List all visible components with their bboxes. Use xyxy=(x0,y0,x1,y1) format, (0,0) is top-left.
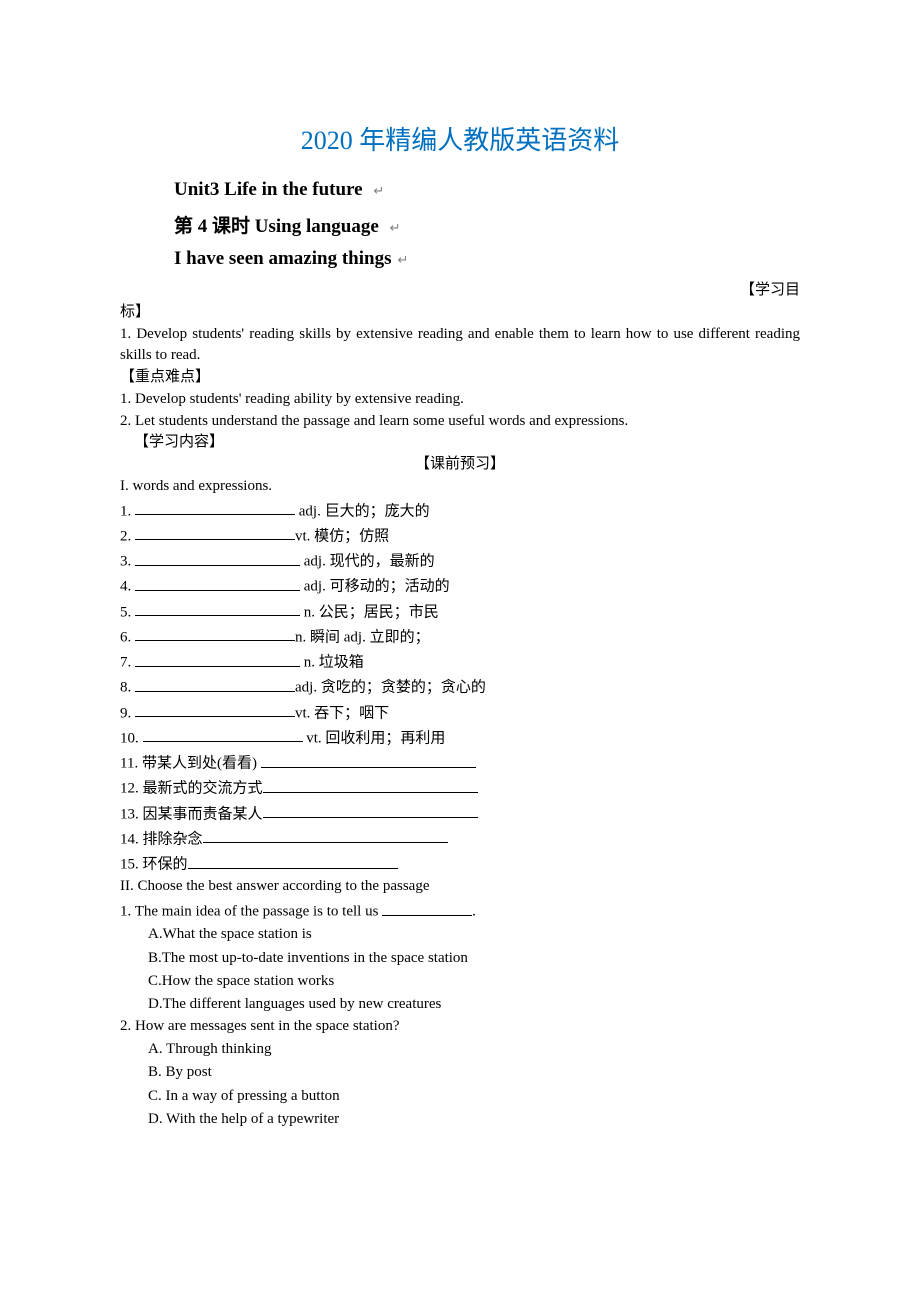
phrase-num: 14. xyxy=(120,831,139,847)
lesson-heading-text: 第 4 课时 Using language xyxy=(174,216,379,237)
objective-label-line: 【学习目 xyxy=(120,280,800,302)
vocab-row: 8. adj. 贪吃的；贪婪的；贪心的 xyxy=(120,674,800,699)
q1-stem: 1. The main idea of the passage is to te… xyxy=(120,898,800,923)
fill-blank[interactable] xyxy=(135,523,295,541)
q1-stem-tail: . xyxy=(472,904,476,920)
vocab-num: 7. xyxy=(120,655,131,671)
vocab-row: 3. adj. 现代的，最新的 xyxy=(120,548,800,573)
objective-label-part2: 标】 xyxy=(120,302,800,324)
fill-blank[interactable] xyxy=(382,898,472,916)
vocab-num: 4. xyxy=(120,579,131,595)
vocab-num: 6. xyxy=(120,629,131,645)
q1-stem-text: 1. The main idea of the passage is to te… xyxy=(120,904,382,920)
q1-choice-b[interactable]: B.The most up-to-date inventions in the … xyxy=(148,947,800,970)
return-mark-icon: ↵ xyxy=(390,220,401,235)
vocab-def: n. 公民；居民；市民 xyxy=(300,604,439,620)
preview-label: 【课前预习】 xyxy=(120,454,800,476)
fill-blank[interactable] xyxy=(135,573,300,591)
vocab-def: adj. 现代的，最新的 xyxy=(300,554,435,570)
vocab-def: adj. 可移动的；活动的 xyxy=(300,579,450,595)
fill-blank[interactable] xyxy=(203,826,448,844)
fill-blank[interactable] xyxy=(135,548,300,566)
phrase-row: 12. 最新式的交流方式 xyxy=(120,775,800,800)
difficulty-1: 1. Develop students' reading ability by … xyxy=(120,389,800,411)
vocab-row: 9. vt. 吞下；咽下 xyxy=(120,700,800,725)
topic-heading: I have seen amazing things ↵ xyxy=(174,248,800,270)
phrase-text: 环保的 xyxy=(139,857,188,873)
vocab-row: 10. vt. 回收利用；再利用 xyxy=(120,725,800,750)
phrase-row: 14. 排除杂念 xyxy=(120,826,800,851)
unit-heading-text: Unit3 Life in the future xyxy=(174,179,363,200)
vocab-row: 7. n. 垃圾箱 xyxy=(120,649,800,674)
vocab-def: vt. 回收利用；再利用 xyxy=(303,730,446,746)
q2-choice-b[interactable]: B. By post xyxy=(148,1061,800,1084)
phrase-text: 因某事而责备某人 xyxy=(139,806,263,822)
topic-heading-text: I have seen amazing things xyxy=(174,248,391,269)
section2-heading: II. Choose the best answer according to … xyxy=(120,876,800,898)
fill-blank[interactable] xyxy=(135,649,300,667)
objective-label-part1: 【学习目 xyxy=(740,280,800,302)
q2-stem: 2. How are messages sent in the space st… xyxy=(120,1016,800,1038)
difficulty-2: 2. Let students understand the passage a… xyxy=(120,411,800,433)
phrase-text: 带某人到处(看看) xyxy=(138,756,261,772)
vocab-def: vt. 模仿；仿照 xyxy=(295,528,389,544)
fill-blank[interactable] xyxy=(261,750,476,768)
vocab-num: 2. xyxy=(120,528,131,544)
fill-blank[interactable] xyxy=(135,624,295,642)
page-title: 2020 年精编人教版英语资料 xyxy=(120,120,800,157)
vocab-row: 2. vt. 模仿；仿照 xyxy=(120,523,800,548)
section1-heading: I. words and expressions. xyxy=(120,476,800,498)
unit-heading: Unit3 Life in the future ↵ xyxy=(174,179,800,201)
vocab-def: n. 瞬间 adj. 立即的； xyxy=(295,629,430,645)
lesson-heading: 第 4 课时 Using language ↵ xyxy=(174,211,800,238)
fill-blank[interactable] xyxy=(263,801,478,819)
q1-choice-d[interactable]: D.The different languages used by new cr… xyxy=(148,993,800,1016)
vocab-def: n. 垃圾箱 xyxy=(300,655,364,671)
vocab-row: 4. adj. 可移动的；活动的 xyxy=(120,573,800,598)
phrase-text: 最新式的交流方式 xyxy=(139,781,263,797)
difficulty-label: 【重点难点】 xyxy=(120,367,800,389)
vocab-num: 9. xyxy=(120,705,131,721)
phrase-num: 13. xyxy=(120,806,139,822)
fill-blank[interactable] xyxy=(135,599,300,617)
vocab-num: 8. xyxy=(120,680,131,696)
vocab-row: 5. n. 公民；居民；市民 xyxy=(120,599,800,624)
vocab-num: 1. xyxy=(120,503,131,519)
return-mark-icon: ↵ xyxy=(397,252,408,267)
return-mark-icon: ↵ xyxy=(373,183,384,198)
phrase-num: 11. xyxy=(120,756,138,772)
vocab-def: adj. 巨大的；庞大的 xyxy=(295,503,430,519)
vocab-num: 3. xyxy=(120,554,131,570)
content-label: 【学习内容】 xyxy=(134,432,800,454)
phrase-row: 15. 环保的 xyxy=(120,851,800,876)
phrase-text: 排除杂念 xyxy=(139,831,203,847)
vocab-num: 10. xyxy=(120,730,139,746)
q2-choice-a[interactable]: A. Through thinking xyxy=(148,1038,800,1061)
fill-blank[interactable] xyxy=(135,700,295,718)
fill-blank[interactable] xyxy=(263,775,478,793)
fill-blank[interactable] xyxy=(135,674,295,692)
vocab-num: 5. xyxy=(120,604,131,620)
phrase-row: 13. 因某事而责备某人 xyxy=(120,801,800,826)
q2-choice-c[interactable]: C. In a way of pressing a button xyxy=(148,1085,800,1108)
vocab-row: 1. adj. 巨大的；庞大的 xyxy=(120,498,800,523)
objective-1: 1. Develop students' reading skills by e… xyxy=(120,324,800,368)
fill-blank[interactable] xyxy=(135,498,295,516)
vocab-def: adj. 贪吃的；贪婪的；贪心的 xyxy=(295,680,486,696)
fill-blank[interactable] xyxy=(188,851,398,869)
phrase-num: 12. xyxy=(120,781,139,797)
fill-blank[interactable] xyxy=(143,725,303,743)
phrase-row: 11. 带某人到处(看看) xyxy=(120,750,800,775)
phrase-num: 15. xyxy=(120,857,139,873)
vocab-def: vt. 吞下；咽下 xyxy=(295,705,389,721)
q1-choice-c[interactable]: C.How the space station works xyxy=(148,970,800,993)
vocab-row: 6. n. 瞬间 adj. 立即的； xyxy=(120,624,800,649)
q1-choice-a[interactable]: A.What the space station is xyxy=(148,923,800,946)
q2-choice-d[interactable]: D. With the help of a typewriter xyxy=(148,1108,800,1131)
